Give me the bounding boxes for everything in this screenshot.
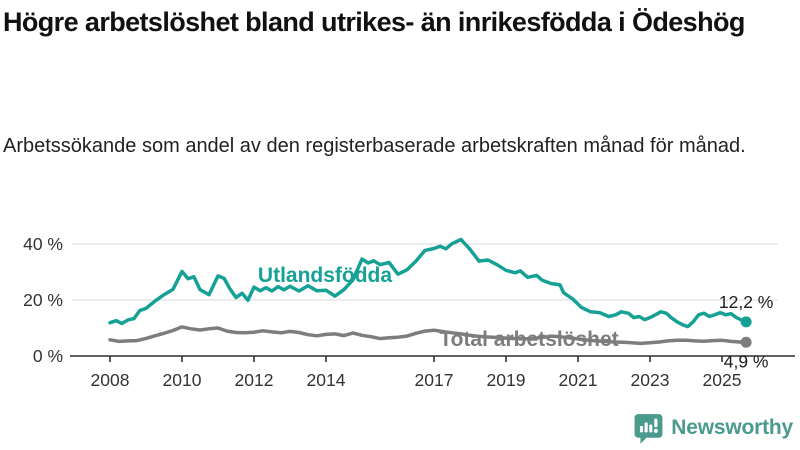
total-arbetsloshet-series-label: Total arbetslöshet — [439, 328, 618, 351]
x-axis-label-2012: 2012 — [235, 370, 274, 390]
chart-subtitle: Arbetssökande som andel av den registerb… — [3, 135, 746, 157]
y-axis-label-20: 20 % — [23, 290, 63, 310]
x-axis-label-2017: 2017 — [415, 370, 454, 390]
bar-chart-speech-bubble-icon — [634, 413, 663, 444]
x-axis-label-2021: 2021 — [559, 370, 598, 390]
newsworthy-logo-text: Newsworthy — [671, 416, 793, 439]
x-axis-label-2019: 2019 — [487, 370, 526, 390]
total-arbetsloshet-end-value: 4,9 % — [724, 351, 769, 371]
newsworthy-logo: Newsworthy — [633, 410, 793, 446]
x-axis-label-2023: 2023 — [631, 370, 670, 390]
line-chart: 0 % 20 % 40 % 2008 2010 2012 2014 2017 2019 2021 2… — [23, 234, 795, 390]
utlandsfodda-end-dot — [740, 316, 752, 328]
y-axis-label-0: 0 % — [33, 346, 63, 366]
x-axis-label-2025: 2025 — [703, 370, 742, 390]
utlandsfodda-line — [108, 237, 748, 329]
x-axis-label-2010: 2010 — [163, 370, 202, 390]
x-axis-label-2014: 2014 — [307, 370, 346, 390]
x-axis-label-2008: 2008 — [91, 370, 130, 390]
total-arbetsloshet-end-dot — [740, 336, 752, 348]
utlandsfodda-series-label: Utlandsfödda — [258, 264, 392, 287]
total-arbetsloshet-line — [108, 325, 748, 346]
utlandsfodda-end-value: 12,2 % — [719, 292, 773, 312]
chart-title: Högre arbetslöshet bland utrikes- än inr… — [3, 7, 745, 37]
chart-area: 0 % 20 % 40 % 2008 2010 2012 2014 2017 2019 2021 2… — [0, 210, 800, 415]
y-axis-label-40: 40 % — [23, 234, 63, 254]
